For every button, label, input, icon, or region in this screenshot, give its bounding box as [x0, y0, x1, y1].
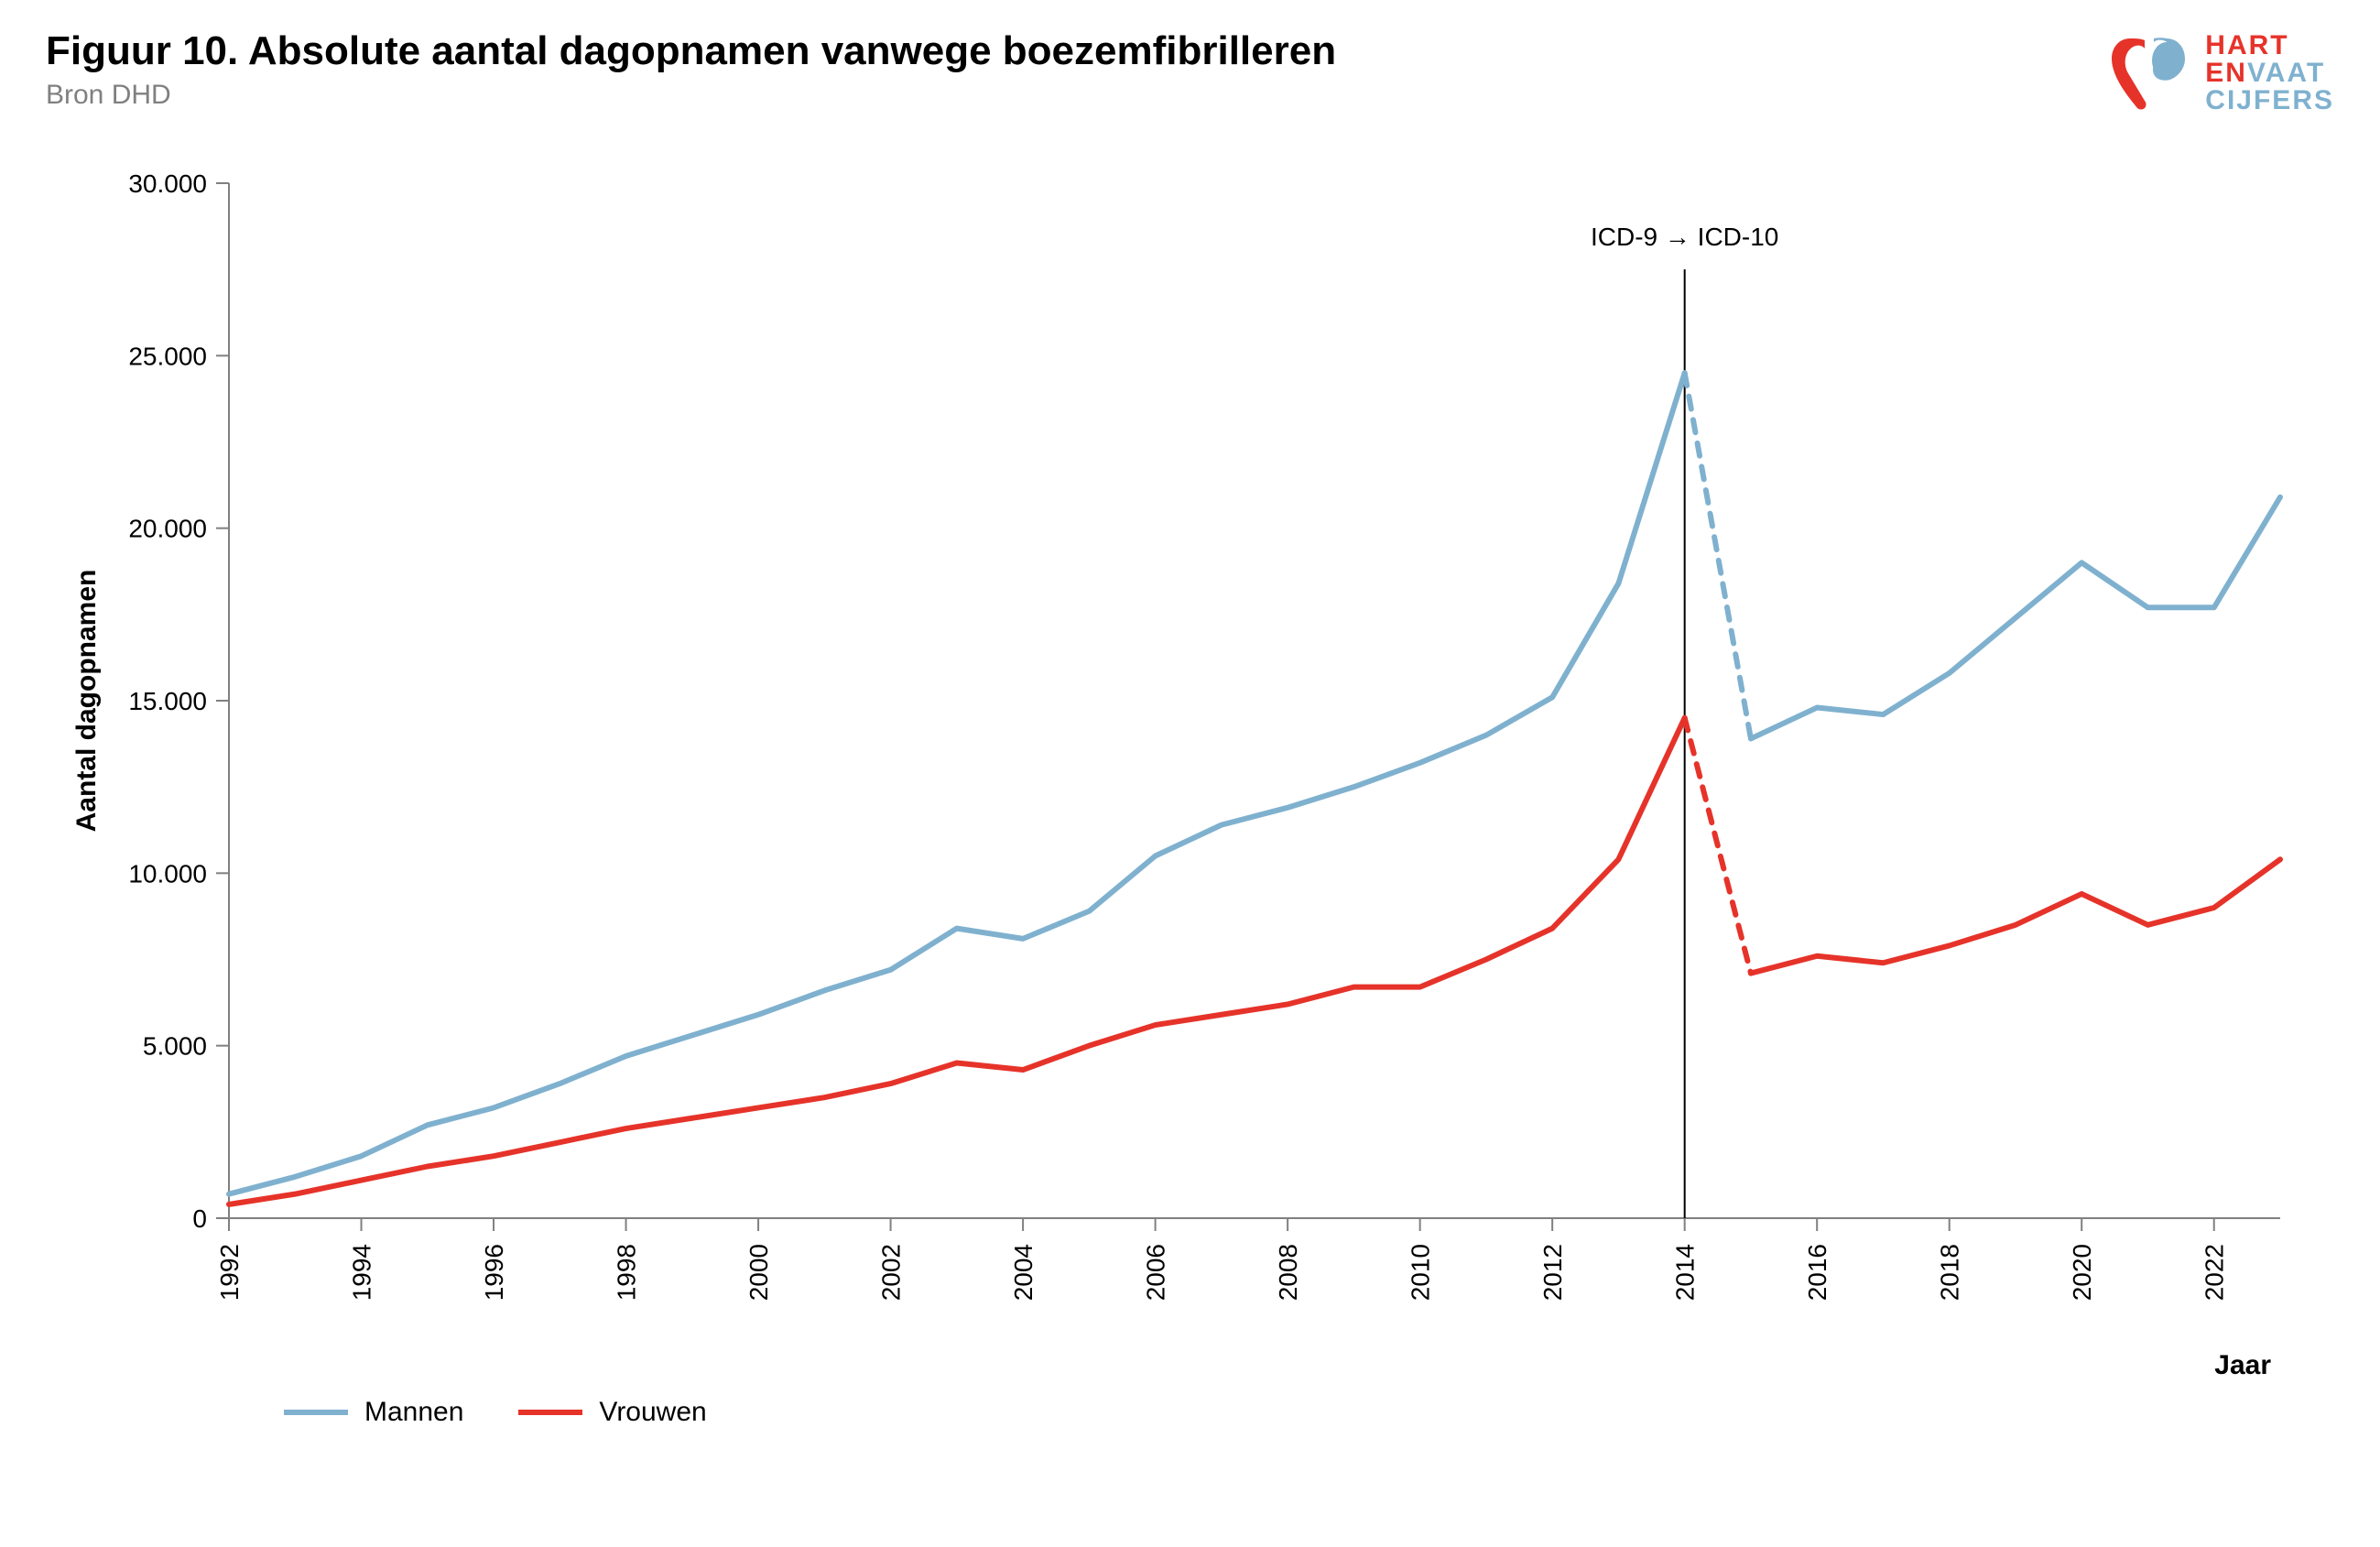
logo-line3: CIJFERS [2205, 87, 2334, 114]
x-tick-label: 2006 [1142, 1244, 1170, 1301]
logo-line1: HART [2205, 32, 2334, 60]
x-tick-label: 2016 [1803, 1244, 1831, 1301]
legend-item: Mannen [284, 1397, 463, 1428]
series-line [1751, 859, 2280, 973]
x-tick-label: 2020 [2068, 1244, 2096, 1301]
logo-text: HART ENVAAT CIJFERS [2205, 32, 2334, 114]
legend-label: Mannen [364, 1397, 463, 1428]
x-tick-label: 2012 [1538, 1244, 1567, 1301]
x-tick-label: 1996 [480, 1244, 508, 1301]
y-tick-label: 25.000 [128, 342, 207, 370]
y-axis-title: Aantal dagopnamen [71, 570, 102, 833]
x-tick-label: 2014 [1671, 1244, 1700, 1301]
chart-subtitle: Bron DHD [46, 80, 1336, 111]
x-tick-label: 2022 [2201, 1244, 2229, 1301]
y-tick-label: 20.000 [128, 515, 207, 543]
x-tick-label: 1998 [613, 1244, 641, 1301]
x-tick-label: 1992 [215, 1244, 244, 1301]
logo-line2: ENVAAT [2205, 60, 2334, 87]
x-tick-label: 2000 [744, 1244, 773, 1301]
chart-title: Figuur 10. Absolute aantal dagopnamen va… [46, 27, 1336, 76]
chart-container: 0 5.000 10.000 15.000 20.000 25.000 30.000 1992… [46, 147, 2334, 1502]
x-axis-title: Jaar [2214, 1350, 2271, 1380]
x-tick-label: 2010 [1407, 1244, 1435, 1301]
x-tick-label: 2008 [1274, 1244, 1302, 1301]
page-root: Figuur 10. Absolute aantal dagopnamen va… [0, 0, 2380, 1547]
y-tick-label: 5.000 [143, 1032, 207, 1061]
brand-logo: HART ENVAAT CIJFERS [2103, 27, 2334, 119]
chart-legend: Mannen Vrouwen [284, 1397, 707, 1428]
annotation-label: ICD-9 → ICD-10 [1591, 223, 1778, 251]
header-row: Figuur 10. Absolute aantal dagopnamen va… [46, 27, 2334, 119]
legend-swatch [284, 1410, 348, 1415]
series-line-dashed [1685, 373, 1751, 738]
legend-label: Vrouwen [599, 1397, 706, 1428]
line-chart: 0 5.000 10.000 15.000 20.000 25.000 30.000 1992… [46, 147, 2335, 1502]
logo-icon [2103, 27, 2194, 119]
series-line [1751, 497, 2280, 739]
y-tick-label: 0 [192, 1204, 207, 1233]
y-tick-label: 10.000 [128, 859, 207, 888]
legend-swatch [518, 1410, 582, 1415]
series-line [229, 718, 1685, 1204]
x-tick-label: 1994 [348, 1244, 376, 1301]
y-tick-label: 30.000 [128, 169, 207, 198]
x-tick-label: 2004 [1009, 1244, 1038, 1301]
series-line [229, 373, 1685, 1193]
series-line-dashed [1685, 718, 1751, 974]
x-tick-label: 2018 [1936, 1244, 1964, 1301]
x-tick-label: 2002 [877, 1244, 906, 1301]
y-tick-label: 15.000 [128, 687, 207, 715]
legend-item: Vrouwen [518, 1397, 706, 1428]
title-block: Figuur 10. Absolute aantal dagopnamen va… [46, 27, 1336, 111]
